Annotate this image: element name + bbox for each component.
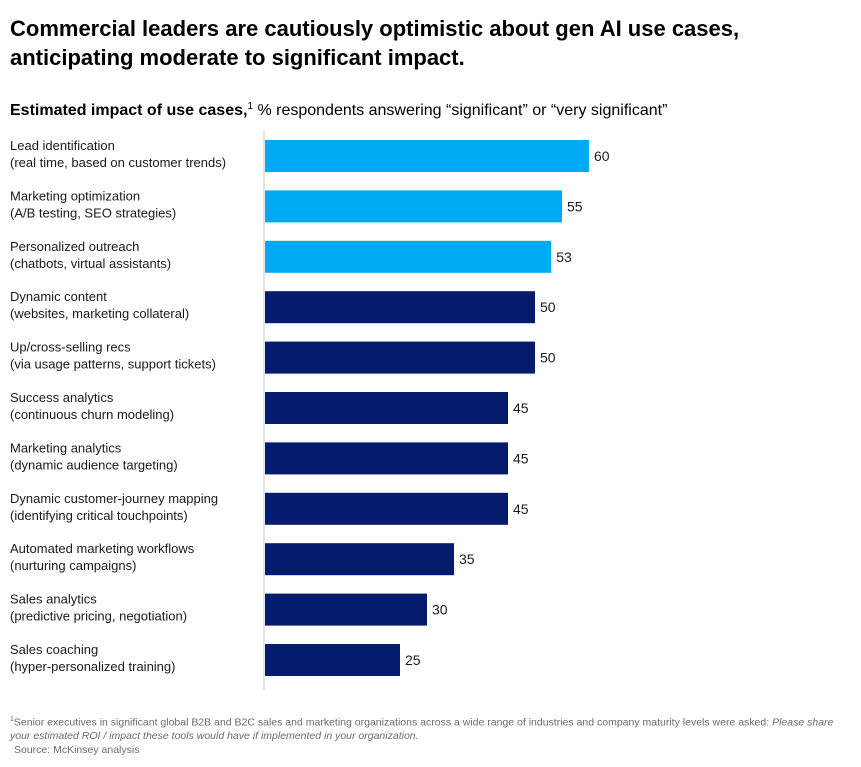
category-detail-10: (predictive pricing, negotiation): [10, 609, 187, 624]
category-label-1: Lead identification: [10, 138, 115, 153]
subtitle-footnote-marker: 1: [247, 101, 253, 112]
subtitle-lead: Estimated impact of use cases,: [10, 102, 248, 119]
bar-3: [265, 240, 552, 273]
category-label-2: Marketing optimization: [10, 188, 140, 203]
category-label-7: Marketing analytics: [10, 440, 122, 455]
category-detail-8: (identifying critical touchpoints): [10, 508, 188, 523]
category-detail-4: (websites, marketing collateral): [10, 306, 189, 321]
bar-value-label-8: 45: [513, 501, 529, 517]
footnote-marker: 1: [10, 716, 14, 723]
category-label-11: Sales coaching: [10, 642, 98, 657]
category-label-8: Dynamic customer-journey mapping: [10, 491, 218, 506]
chart-title: Commercial leaders are cautiously optimi…: [10, 16, 740, 70]
category-detail-11: (hyper-personalized training): [10, 659, 175, 674]
bar-1: [265, 140, 589, 172]
bar-value-label-10: 30: [432, 602, 448, 618]
footnote: 1Senior executives in significant global…: [10, 713, 840, 757]
bar-value-label-11: 25: [405, 652, 421, 668]
bar-9: [265, 543, 454, 576]
category-label-9: Automated marketing workflows: [10, 541, 195, 556]
bar-value-label-4: 50: [540, 299, 556, 315]
bar-4: [265, 291, 535, 324]
bar-value-label-7: 45: [513, 450, 529, 466]
bar-value-label-2: 55: [567, 198, 583, 214]
footnote-text: Senior executives in significant global …: [13, 716, 770, 729]
bar-chart: 60 Lead identification (real time, based o…: [10, 130, 610, 690]
footnote-note: 1Senior executives in significant global…: [10, 713, 840, 744]
category-detail-3: (chatbots, virtual assistants): [10, 256, 171, 271]
bar-5: [265, 341, 535, 374]
bar-11: [265, 644, 400, 676]
bar-value-label-3: 53: [556, 249, 572, 265]
category-detail-5: (via usage patterns, support tickets): [10, 357, 216, 372]
category-detail-9: (nurturing campaigns): [10, 558, 136, 573]
category-detail-1: (real time, based on customer trends): [10, 155, 226, 170]
category-label-10: Sales analytics: [10, 592, 97, 607]
footnote-source: Source: McKinsey analysis: [14, 743, 140, 756]
category-detail-2: (A/B testing, SEO strategies): [10, 205, 176, 220]
bar-8: [265, 492, 508, 525]
bar-value-label-9: 35: [459, 551, 475, 567]
category-detail-7: (dynamic audience targeting): [10, 457, 178, 472]
chart-subtitle: Estimated impact of use cases,1 % respon…: [10, 96, 667, 122]
footnote-question: Please share your estimated ROI / impact…: [10, 716, 834, 743]
bar-10: [265, 593, 427, 626]
bar-value-label-5: 50: [540, 350, 556, 366]
category-label-6: Success analytics: [10, 390, 114, 405]
bar-value-label-6: 45: [513, 400, 529, 416]
category-label-5: Up/cross-selling recs: [10, 340, 131, 355]
bar-2: [265, 190, 562, 223]
subtitle-rest: % respondents answering “significant” or…: [253, 102, 668, 119]
category-label-4: Dynamic content: [10, 289, 107, 304]
category-label-3: Personalized outreach: [10, 239, 139, 254]
category-detail-6: (continuous churn modeling): [10, 407, 174, 422]
bar-7: [265, 442, 508, 475]
bar-6: [265, 392, 508, 424]
bar-value-label-1: 60: [594, 148, 610, 164]
